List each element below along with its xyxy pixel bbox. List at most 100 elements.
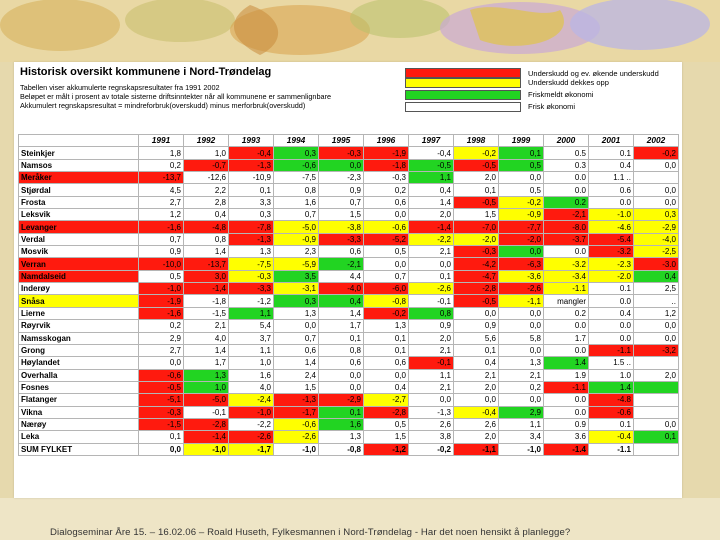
- value-cell: 1,3: [318, 430, 364, 444]
- table-row: Fosnes -0,5 1,0 4,0 1,5 0,0 0,4 2,1 2,0 0,2 -1.1 1.…: [18, 380, 679, 395]
- value-cell: -1.1: [588, 442, 634, 456]
- municipality-name: Leka: [18, 430, 139, 444]
- table-row: Overhalla -0,6 1,3 1,6 2,4 0,0 0,0 1,1 2,1 2,1 1.9…: [18, 368, 679, 382]
- municipality-name: Verdal: [18, 232, 139, 247]
- value-cell: 0,1: [318, 331, 364, 345]
- value-cell: 2,6: [453, 417, 499, 432]
- column-header-1994: 1994: [273, 133, 319, 148]
- value-cell: -1,0: [183, 442, 229, 456]
- table-body: Steinkjer 1,8 1,0 -0,4 0,3 -0,3 -1,9 -0,4 -0,2 0,…: [18, 146, 679, 456]
- value-cell: -0.4: [588, 430, 634, 444]
- value-cell: -2,9: [318, 393, 364, 407]
- table-row: Lierne -1,6 -1,5 1,1 1,3 1,4 -0,2 0,8 0,0 0,0 0.2 0…: [18, 306, 679, 321]
- value-cell: 2,9: [138, 331, 184, 345]
- value-cell: 0,1: [408, 269, 454, 284]
- value-cell: -1,6: [138, 220, 184, 234]
- value-cell: -1.1: [588, 343, 634, 358]
- value-cell: -0,6: [273, 417, 319, 432]
- value-cell: 2,1: [183, 319, 229, 333]
- value-cell: 5,8: [498, 331, 544, 345]
- value-cell: 0,4: [453, 356, 499, 370]
- value-cell: 2,7: [138, 343, 184, 358]
- value-cell: 0,1: [453, 183, 499, 197]
- value-cell: -13,7: [138, 171, 184, 185]
- results-table: 1991 1992 1993 1994 1995 1996 1997 1998 1999 2000…: [18, 133, 679, 456]
- value-cell: -2,2: [408, 232, 454, 247]
- value-cell: -0,3: [228, 269, 274, 284]
- value-cell: 0,5: [498, 158, 544, 173]
- value-cell: -1,4: [183, 430, 229, 444]
- value-cell: 0,6: [363, 195, 409, 210]
- value-cell: 1,4: [318, 306, 364, 321]
- value-cell: -4,2: [453, 257, 499, 271]
- column-header-1995: 1995: [318, 133, 364, 148]
- value-cell: 5,6: [453, 331, 499, 345]
- value-cell: 4,0: [183, 331, 229, 345]
- value-cell: 1,1: [408, 171, 454, 185]
- municipality-name: Steinkjer: [18, 146, 139, 160]
- value-cell: -2.0: [588, 269, 634, 284]
- value-cell: -0,4: [228, 146, 274, 160]
- value-cell: -13,7: [183, 257, 229, 271]
- value-cell: -5,9: [273, 257, 319, 271]
- value-cell: 0,9: [138, 245, 184, 259]
- table-row: SUM FYLKET 0,0 -1,0 -1,7 -1,0 -0,8 -1,2 -0,2 -1,…: [18, 442, 679, 456]
- value-cell: 0,4: [363, 380, 409, 395]
- value-cell: -1,0: [273, 442, 319, 456]
- value-cell: [633, 405, 679, 419]
- value-cell: 0.3: [543, 158, 589, 173]
- value-cell: 1,3: [183, 368, 229, 382]
- value-cell: -0,7: [183, 158, 229, 173]
- value-cell: -5,0: [183, 393, 229, 407]
- value-cell: 2,1: [498, 368, 544, 382]
- value-cell: 0,6: [318, 245, 364, 259]
- header-corner: [18, 133, 139, 148]
- value-cell: -1,2: [363, 442, 409, 456]
- value-cell: 2,7: [138, 195, 184, 210]
- value-cell: 1,3: [498, 356, 544, 370]
- value-cell: 1,6: [318, 417, 364, 432]
- value-cell: 0,5: [363, 417, 409, 432]
- column-header-1991: 1991: [138, 133, 184, 148]
- value-cell: 0,0: [498, 306, 544, 321]
- value-cell: 0,9: [408, 319, 454, 333]
- value-cell: -2,0: [453, 232, 499, 247]
- value-cell: [633, 171, 679, 185]
- table-row: Vikna -0,3 -0,1 -1,0 -1,7 0,1 -2,8 -1,3 -0,4 2,9 0…: [18, 405, 679, 419]
- value-cell: 2,6: [408, 417, 454, 432]
- value-cell: -2,4: [228, 393, 274, 407]
- value-cell: 0.6: [588, 183, 634, 197]
- municipality-name: Vikna: [18, 405, 139, 419]
- table-row: Nærøy -1,5 -2,8 -2,2 -0,6 1,6 0,5 2,6 2,6 1,1 0.9 0…: [18, 417, 679, 432]
- value-cell: 0,5: [363, 245, 409, 259]
- value-cell: ..: [633, 294, 679, 308]
- value-cell: -3.2: [543, 257, 589, 271]
- value-cell: 0,7: [318, 195, 364, 210]
- value-cell: 0,0: [633, 331, 679, 345]
- value-cell: -4.8: [588, 393, 634, 407]
- value-cell: 0,0: [498, 171, 544, 185]
- value-cell: 0,6: [273, 343, 319, 358]
- value-cell: 0,0: [363, 368, 409, 382]
- value-cell: 0,0: [138, 356, 184, 370]
- value-cell: -0,1: [408, 294, 454, 308]
- value-cell: 2,0: [408, 208, 454, 222]
- value-cell: -2,2: [228, 417, 274, 432]
- slide-title: Historisk oversikt kommunene i Nord-Trøn…: [20, 66, 272, 78]
- value-cell: -2,7: [363, 393, 409, 407]
- value-cell: -6,3: [498, 257, 544, 271]
- value-cell: 1,8: [138, 146, 184, 160]
- value-cell: -2,8: [363, 405, 409, 419]
- value-cell: 0,2: [498, 380, 544, 395]
- value-cell: 0.0: [543, 245, 589, 259]
- value-cell: 1.7: [543, 331, 589, 345]
- value-cell: -1,4: [183, 282, 229, 296]
- value-cell: 0,0: [273, 319, 319, 333]
- value-cell: 0,6: [363, 356, 409, 370]
- table-row: Namsskogan 2,9 4,0 3,7 0,7 0,1 0,1 2,0 5,6 5,8 1.7…: [18, 331, 679, 345]
- value-cell: 0.2: [543, 195, 589, 210]
- value-cell: -0,8: [363, 294, 409, 308]
- value-cell: -4,8: [183, 220, 229, 234]
- value-cell: 1,1: [498, 417, 544, 432]
- value-cell: 5,4: [228, 319, 274, 333]
